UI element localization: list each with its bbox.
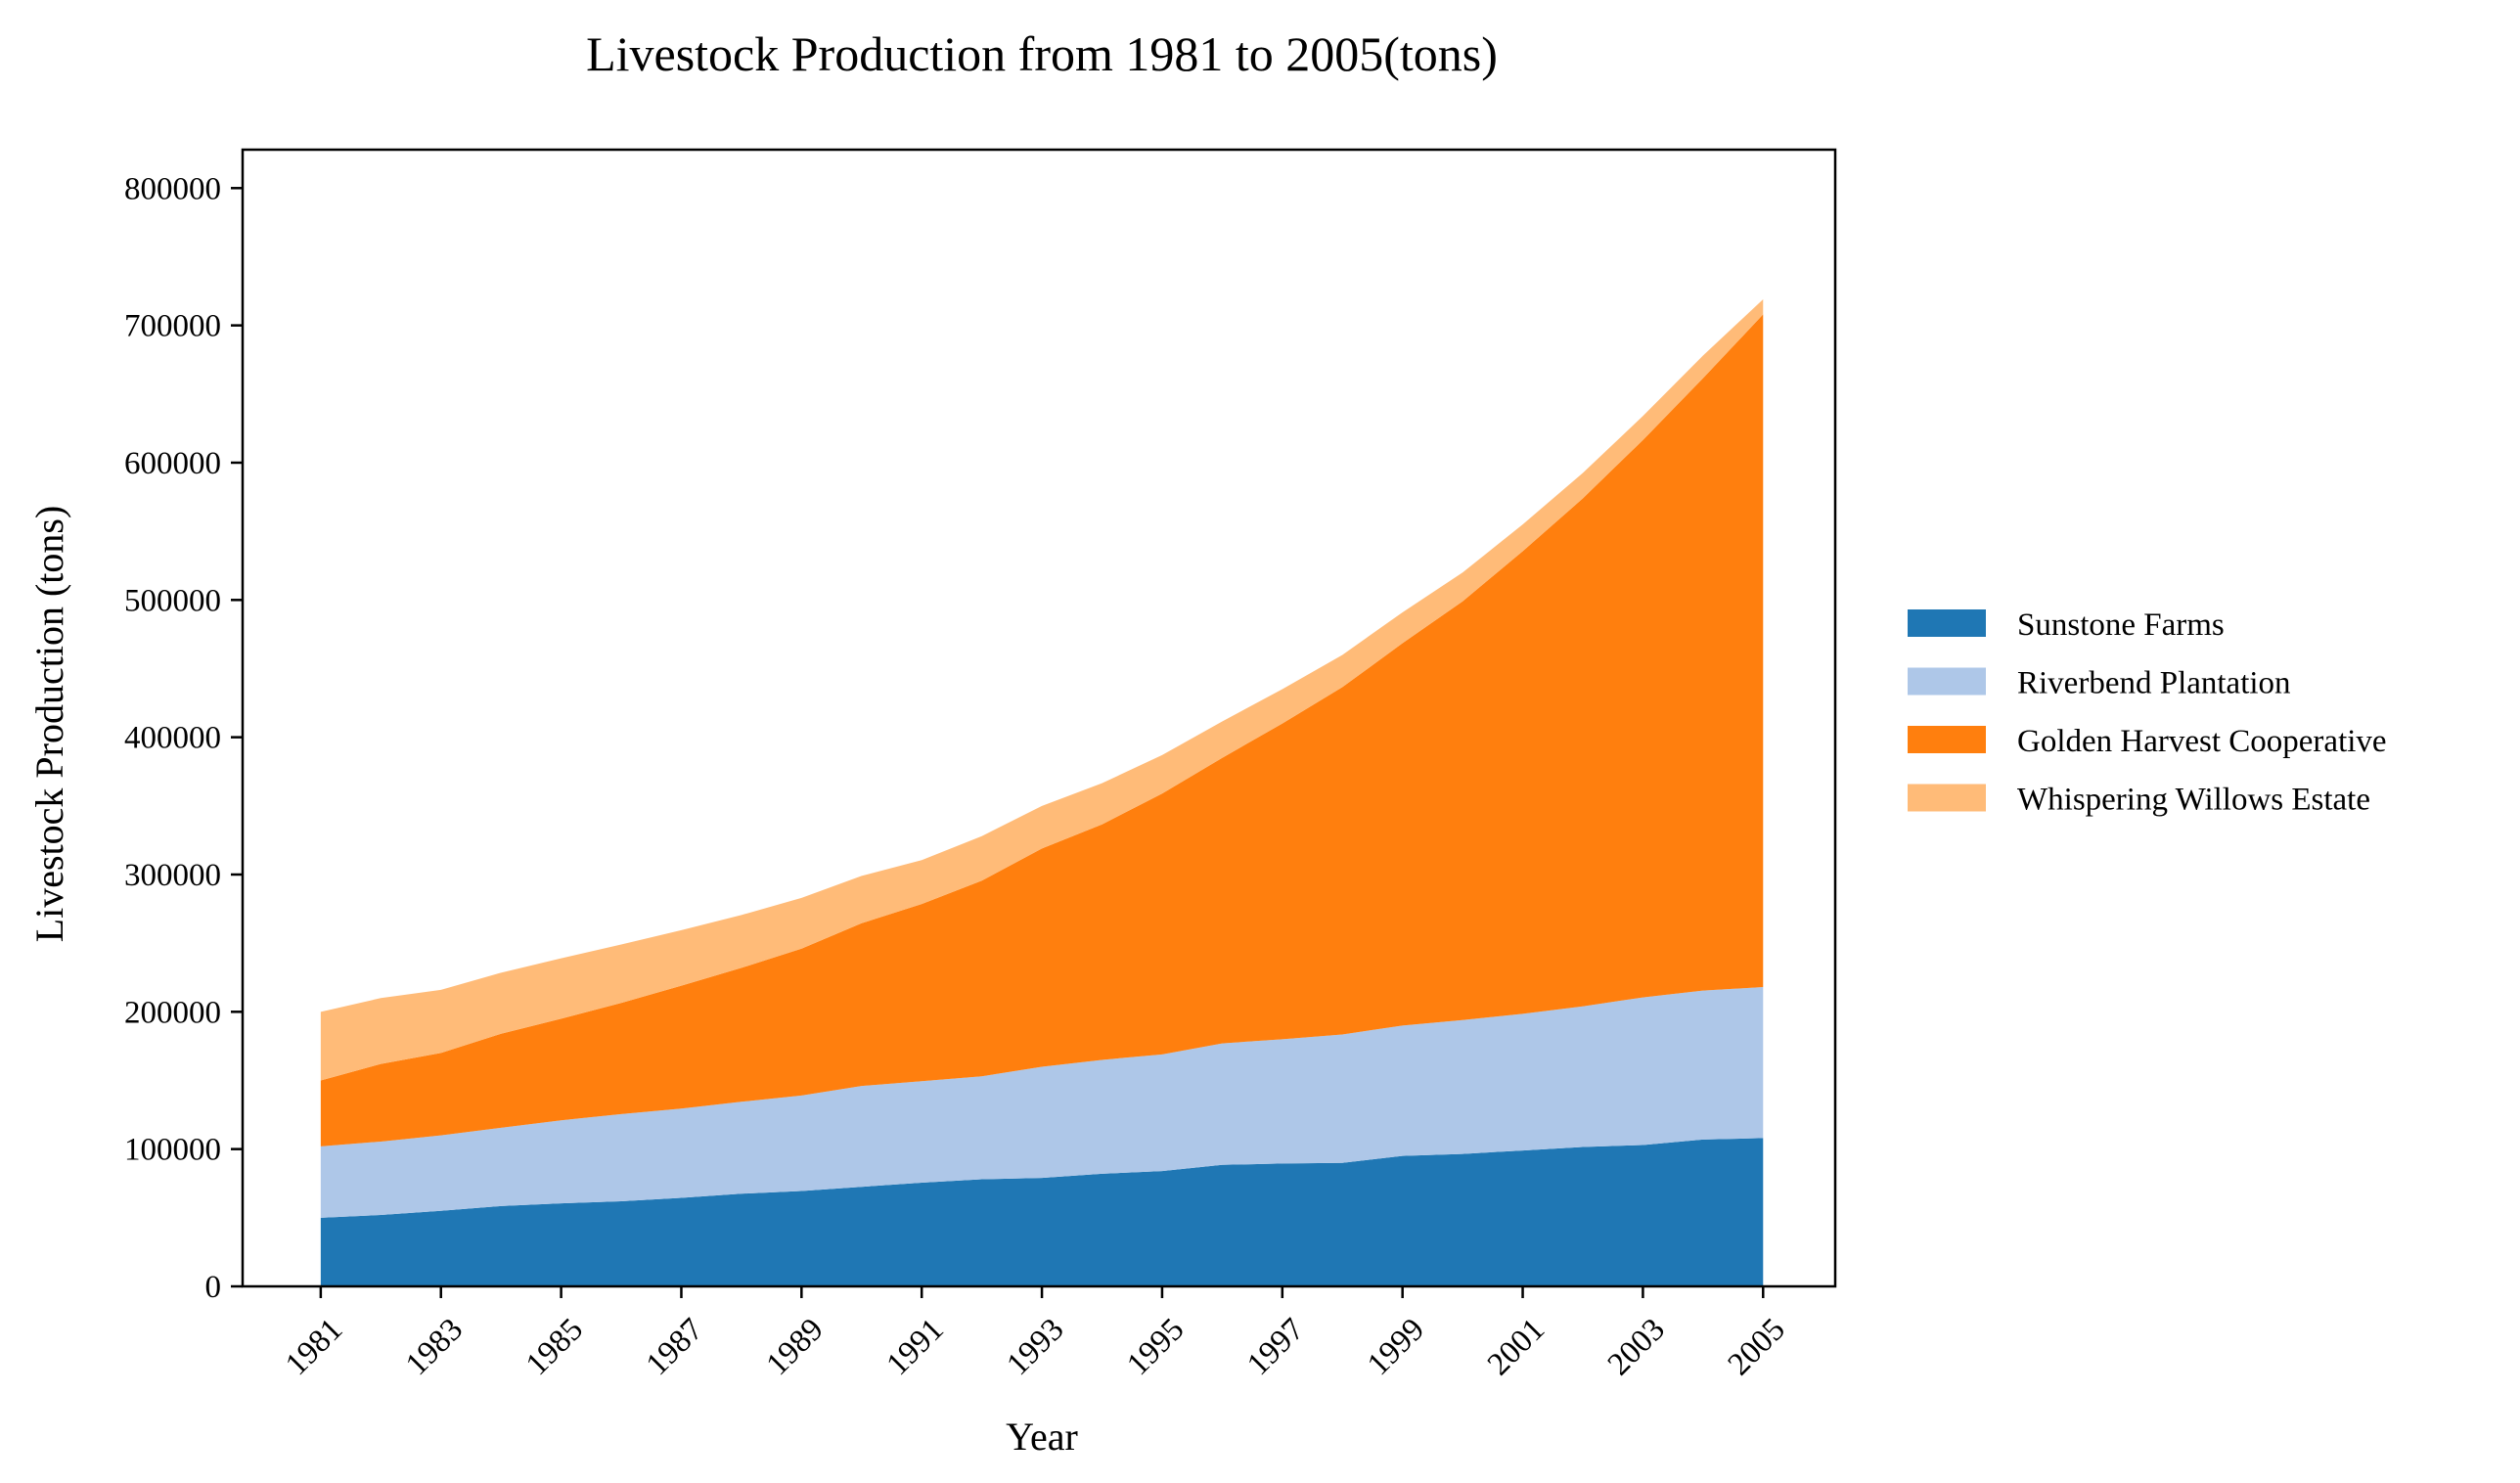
legend-swatch <box>1908 784 1986 812</box>
x-tick-label: 2005 <box>1722 1312 1792 1382</box>
x-axis-label: Year <box>1006 1415 1078 1459</box>
area-layers <box>320 298 1764 1286</box>
area-series-0 <box>320 1138 1764 1286</box>
x-tick-label: 2003 <box>1601 1312 1672 1382</box>
y-tick-label: 200000 <box>124 995 221 1030</box>
legend-swatch <box>1908 609 1986 637</box>
y-tick-label: 100000 <box>124 1133 221 1168</box>
x-tick-label: 1989 <box>760 1312 831 1382</box>
x-tick-label: 1985 <box>519 1312 590 1382</box>
x-tick-label: 1981 <box>279 1312 349 1382</box>
x-tick-label: 1987 <box>640 1312 710 1382</box>
x-axis: 1981 1983 1985 1987 1989 1991 1993 1995 1997 1999… <box>279 1286 1792 1382</box>
y-axis: 0 100000 200000 300000 400000 500000 600000 700… <box>124 171 243 1305</box>
chart-title: Livestock Production from 1981 to 2005(t… <box>586 26 1498 81</box>
y-axis-label: Livestock Production (tons) <box>27 506 71 943</box>
area-series-2 <box>320 314 1764 1146</box>
area-series-3 <box>320 298 1764 1081</box>
x-tick-label: 1999 <box>1361 1312 1431 1382</box>
y-tick-label: 500000 <box>124 583 221 618</box>
y-tick-label: 800000 <box>124 171 221 206</box>
legend-item-label: Riverbend Plantation <box>2017 666 2291 701</box>
x-tick-label: 1995 <box>1120 1312 1191 1382</box>
y-tick-label: 300000 <box>124 858 221 893</box>
y-tick-label: 400000 <box>124 721 221 756</box>
x-tick-label: 1983 <box>399 1312 470 1382</box>
y-tick-label: 0 <box>205 1270 222 1305</box>
x-tick-label: 1997 <box>1240 1312 1311 1382</box>
y-tick-label: 700000 <box>124 309 221 344</box>
legend-swatch <box>1908 726 1986 753</box>
area-series-1 <box>320 987 1764 1218</box>
legend-item-label: Golden Harvest Cooperative <box>2017 724 2387 759</box>
legend: Sunstone Farms Riverbend Plantation Golden… <box>1908 607 2387 818</box>
x-tick-label: 1991 <box>880 1312 951 1382</box>
y-tick-label: 600000 <box>124 446 221 481</box>
legend-swatch <box>1908 667 1986 696</box>
x-tick-label: 1993 <box>1000 1312 1070 1382</box>
plot-frame <box>241 148 1837 1288</box>
legend-item-label: Whispering Willows Estate <box>2017 783 2370 818</box>
x-tick-label: 2001 <box>1481 1312 1552 1382</box>
legend-item-label: Sunstone Farms <box>2017 607 2225 643</box>
